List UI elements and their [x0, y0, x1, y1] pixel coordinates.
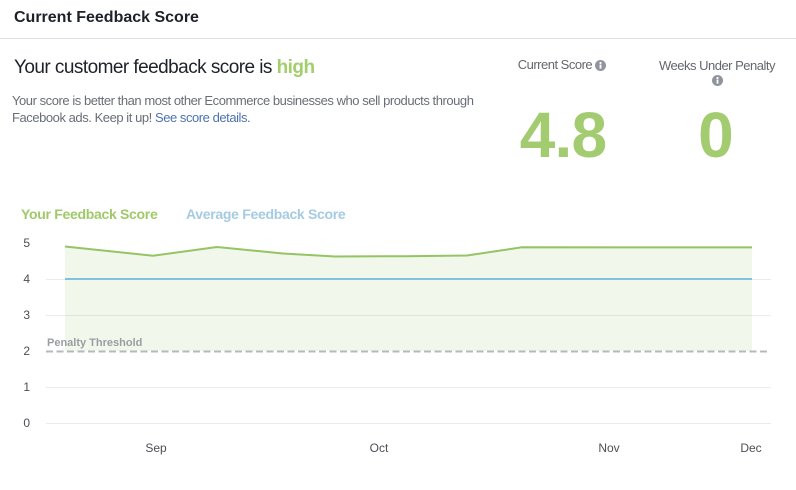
svg-text:2: 2	[23, 344, 30, 358]
svg-text:4: 4	[23, 272, 30, 286]
svg-text:1: 1	[23, 380, 30, 394]
svg-text:0: 0	[23, 416, 30, 430]
svg-text:Penalty Threshold: Penalty Threshold	[47, 337, 142, 349]
svg-text:Nov: Nov	[598, 441, 619, 455]
svg-text:Oct: Oct	[370, 441, 389, 455]
svg-text:3: 3	[23, 308, 30, 322]
svg-text:Sep: Sep	[145, 441, 167, 455]
svg-text:5: 5	[23, 236, 30, 250]
svg-text:Dec: Dec	[740, 441, 761, 455]
